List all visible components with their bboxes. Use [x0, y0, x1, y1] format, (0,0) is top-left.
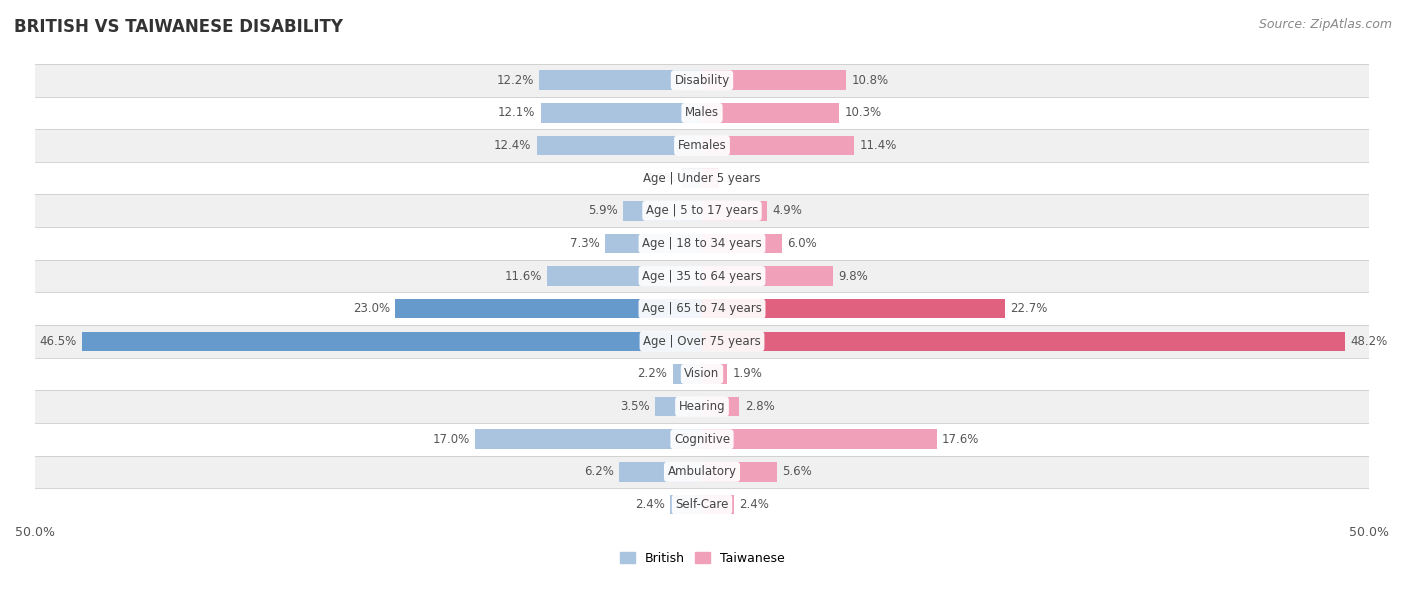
- Text: Cognitive: Cognitive: [673, 433, 730, 446]
- Text: 12.4%: 12.4%: [494, 139, 531, 152]
- FancyBboxPatch shape: [35, 259, 1369, 293]
- Bar: [702, 103, 839, 122]
- Bar: [702, 234, 782, 253]
- Bar: [537, 136, 702, 155]
- Text: Age | Over 75 years: Age | Over 75 years: [643, 335, 761, 348]
- Bar: [619, 462, 702, 482]
- FancyBboxPatch shape: [35, 195, 1369, 227]
- Bar: [702, 70, 846, 90]
- Bar: [540, 103, 702, 122]
- Text: 2.4%: 2.4%: [634, 498, 665, 511]
- Bar: [672, 364, 702, 384]
- Text: Males: Males: [685, 106, 718, 119]
- Bar: [702, 136, 853, 155]
- Text: BRITISH VS TAIWANESE DISABILITY: BRITISH VS TAIWANESE DISABILITY: [14, 18, 343, 36]
- FancyBboxPatch shape: [35, 423, 1369, 455]
- FancyBboxPatch shape: [35, 64, 1369, 97]
- Legend: British, Taiwanese: British, Taiwanese: [620, 552, 785, 565]
- Text: 4.9%: 4.9%: [773, 204, 803, 217]
- FancyBboxPatch shape: [35, 390, 1369, 423]
- Text: 1.9%: 1.9%: [733, 367, 762, 381]
- Bar: [702, 332, 1346, 351]
- Text: 46.5%: 46.5%: [39, 335, 76, 348]
- Text: 9.8%: 9.8%: [838, 269, 868, 283]
- FancyBboxPatch shape: [35, 227, 1369, 259]
- Text: 11.4%: 11.4%: [859, 139, 897, 152]
- Bar: [702, 364, 727, 384]
- FancyBboxPatch shape: [35, 162, 1369, 195]
- FancyBboxPatch shape: [35, 129, 1369, 162]
- Text: 5.9%: 5.9%: [588, 204, 619, 217]
- FancyBboxPatch shape: [35, 357, 1369, 390]
- Text: 1.5%: 1.5%: [647, 172, 676, 185]
- Bar: [82, 332, 702, 351]
- Text: Age | Under 5 years: Age | Under 5 years: [644, 172, 761, 185]
- Text: 6.0%: 6.0%: [787, 237, 817, 250]
- Text: 12.1%: 12.1%: [498, 106, 536, 119]
- Text: Ambulatory: Ambulatory: [668, 465, 737, 479]
- Bar: [702, 299, 1005, 318]
- Text: 10.3%: 10.3%: [845, 106, 882, 119]
- Text: Age | 35 to 64 years: Age | 35 to 64 years: [643, 269, 762, 283]
- Bar: [702, 430, 936, 449]
- Text: 2.8%: 2.8%: [745, 400, 775, 413]
- Text: Age | 18 to 34 years: Age | 18 to 34 years: [643, 237, 762, 250]
- Text: 11.6%: 11.6%: [505, 269, 541, 283]
- Text: 12.2%: 12.2%: [496, 74, 534, 87]
- Text: 22.7%: 22.7%: [1010, 302, 1047, 315]
- Bar: [702, 168, 720, 188]
- Text: 7.3%: 7.3%: [569, 237, 599, 250]
- Text: 2.2%: 2.2%: [637, 367, 668, 381]
- Bar: [540, 70, 702, 90]
- Text: Disability: Disability: [675, 74, 730, 87]
- Text: 2.4%: 2.4%: [740, 498, 769, 511]
- Text: Age | 65 to 74 years: Age | 65 to 74 years: [643, 302, 762, 315]
- Bar: [547, 266, 702, 286]
- FancyBboxPatch shape: [35, 455, 1369, 488]
- Text: 1.3%: 1.3%: [724, 172, 755, 185]
- Bar: [395, 299, 702, 318]
- Text: Self-Care: Self-Care: [675, 498, 728, 511]
- Text: 48.2%: 48.2%: [1350, 335, 1388, 348]
- Bar: [702, 201, 768, 220]
- Text: 17.6%: 17.6%: [942, 433, 980, 446]
- Text: Source: ZipAtlas.com: Source: ZipAtlas.com: [1258, 18, 1392, 31]
- Bar: [702, 462, 776, 482]
- Bar: [671, 494, 702, 514]
- Text: 3.5%: 3.5%: [620, 400, 650, 413]
- Bar: [475, 430, 702, 449]
- Text: Females: Females: [678, 139, 727, 152]
- Text: 5.6%: 5.6%: [782, 465, 811, 479]
- FancyBboxPatch shape: [35, 97, 1369, 129]
- FancyBboxPatch shape: [35, 488, 1369, 521]
- Text: Hearing: Hearing: [679, 400, 725, 413]
- Bar: [702, 397, 740, 416]
- Bar: [605, 234, 702, 253]
- FancyBboxPatch shape: [35, 293, 1369, 325]
- Bar: [682, 168, 702, 188]
- FancyBboxPatch shape: [35, 325, 1369, 357]
- Bar: [702, 494, 734, 514]
- Bar: [655, 397, 702, 416]
- Text: Vision: Vision: [685, 367, 720, 381]
- Text: Age | 5 to 17 years: Age | 5 to 17 years: [645, 204, 758, 217]
- Text: 23.0%: 23.0%: [353, 302, 389, 315]
- Text: 17.0%: 17.0%: [433, 433, 470, 446]
- Bar: [702, 266, 832, 286]
- Text: 6.2%: 6.2%: [583, 465, 614, 479]
- Bar: [623, 201, 702, 220]
- Text: 10.8%: 10.8%: [852, 74, 889, 87]
